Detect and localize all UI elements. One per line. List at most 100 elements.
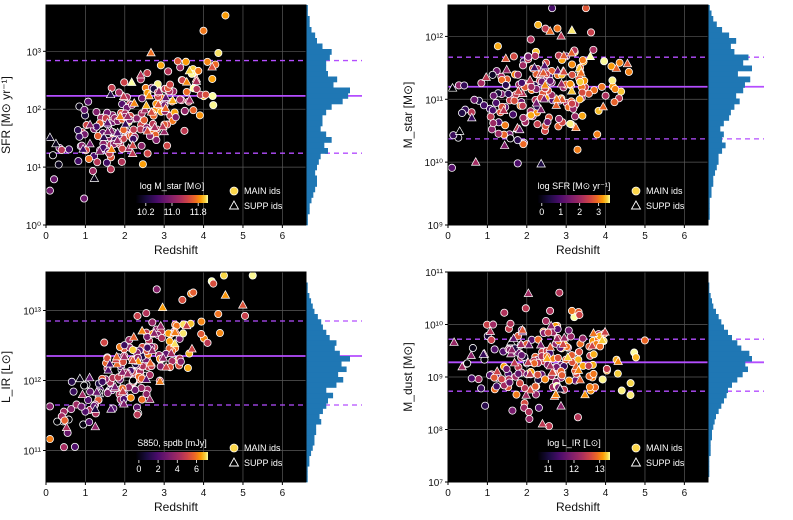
supp-point	[147, 345, 158, 355]
hist-bar	[708, 164, 717, 171]
main-point	[181, 57, 190, 66]
supp-point	[141, 374, 152, 383]
hist-bar	[306, 429, 317, 436]
main-point	[578, 111, 587, 120]
main-point	[103, 389, 112, 398]
colorbar-tick-label: 0	[136, 464, 141, 474]
x-tick-label: 5	[240, 488, 246, 499]
supp-point	[525, 384, 536, 394]
x-tick-label: 6	[280, 231, 286, 242]
hist-bar	[306, 137, 332, 143]
legend-main-label: MAIN ids	[244, 443, 281, 453]
x-tick-label: 3	[563, 488, 569, 499]
hist-bar	[306, 164, 317, 171]
supp-point	[558, 339, 568, 348]
supp-point	[509, 357, 520, 367]
supp-point	[135, 69, 146, 79]
main-point	[117, 157, 126, 166]
supp-point	[61, 422, 72, 431]
hist-bar	[708, 214, 710, 220]
main-point	[192, 85, 201, 94]
x-axis-label: Redshift	[556, 500, 601, 514]
hist-bar	[708, 10, 712, 17]
supp-point	[466, 112, 477, 122]
supp-point	[492, 366, 502, 375]
x-tick-label: 2	[524, 231, 530, 242]
main-point	[164, 67, 173, 76]
hist-bar	[306, 424, 317, 430]
supp-point	[516, 339, 526, 348]
hist-bar	[306, 142, 325, 149]
main-point	[521, 304, 530, 313]
legend-main-marker	[229, 186, 239, 196]
main-point	[534, 20, 543, 29]
main-point	[133, 311, 142, 320]
main-point	[142, 390, 151, 399]
supp-point	[470, 156, 481, 166]
main-point	[576, 77, 585, 86]
main-point	[143, 332, 152, 341]
hist-bar	[708, 192, 712, 198]
hist-bar	[306, 419, 322, 425]
main-point	[221, 11, 230, 20]
hist-bar	[708, 208, 710, 215]
supp-point	[567, 25, 577, 34]
main-point	[100, 338, 109, 347]
y-tick-label: 10¹¹	[23, 447, 41, 458]
main-point	[510, 96, 519, 105]
panel-mstar: 0 1 2 3 4 5 6 10⁹ 10¹⁰ 10¹¹ 10¹² Redshift M_star [M⊙…	[401, 4, 764, 257]
supp-point	[546, 320, 556, 330]
hist-bar	[306, 10, 308, 17]
main-point	[208, 74, 217, 83]
main-point	[517, 351, 526, 360]
main-point	[98, 377, 107, 386]
hist-bar	[708, 340, 738, 346]
main-point	[493, 42, 502, 51]
colorbar-label: S850, spdb [mJy]	[137, 438, 207, 448]
main-point	[214, 49, 223, 58]
supp-point	[508, 333, 519, 342]
main-point	[597, 82, 606, 91]
hist-bar	[306, 303, 313, 310]
colorbar-tick-label: 2	[156, 464, 161, 474]
hist-bar	[708, 361, 746, 367]
colorbar-tick-label: 13	[595, 464, 605, 474]
y-tick-label: 10⁰	[26, 221, 41, 232]
main-point	[143, 149, 152, 158]
x-tick-label: 4	[603, 488, 609, 499]
hist-bar	[708, 142, 726, 149]
hist-bar	[708, 43, 731, 50]
x-tick-label: 5	[642, 231, 648, 242]
supp-point	[90, 421, 101, 431]
supp-point	[559, 50, 569, 60]
main-point	[143, 69, 152, 78]
main-point	[526, 35, 535, 44]
supp-point	[552, 333, 562, 343]
supp-point	[525, 368, 535, 378]
main-point	[120, 78, 129, 87]
hist-bar	[306, 361, 342, 367]
hist-bar	[708, 434, 712, 441]
hist-bar	[306, 109, 327, 116]
hist-bar	[708, 282, 710, 289]
main-point	[640, 336, 649, 345]
scatter-points	[447, 4, 633, 172]
main-point	[84, 396, 93, 405]
main-point	[477, 79, 486, 88]
main-point	[156, 61, 165, 70]
supp-point	[551, 389, 561, 398]
hist-bar	[708, 159, 719, 165]
hist-bar	[708, 403, 722, 409]
main-point	[70, 442, 79, 451]
main-point	[140, 116, 149, 125]
hist-bar	[306, 466, 308, 472]
hist-bar	[306, 203, 310, 209]
main-point	[92, 122, 101, 131]
main-point	[209, 101, 218, 110]
hist-bar	[708, 392, 727, 399]
main-point	[554, 114, 563, 123]
supp-point	[94, 145, 105, 155]
supp-point	[485, 326, 496, 335]
supp-point	[449, 337, 459, 346]
main-point	[566, 119, 575, 128]
